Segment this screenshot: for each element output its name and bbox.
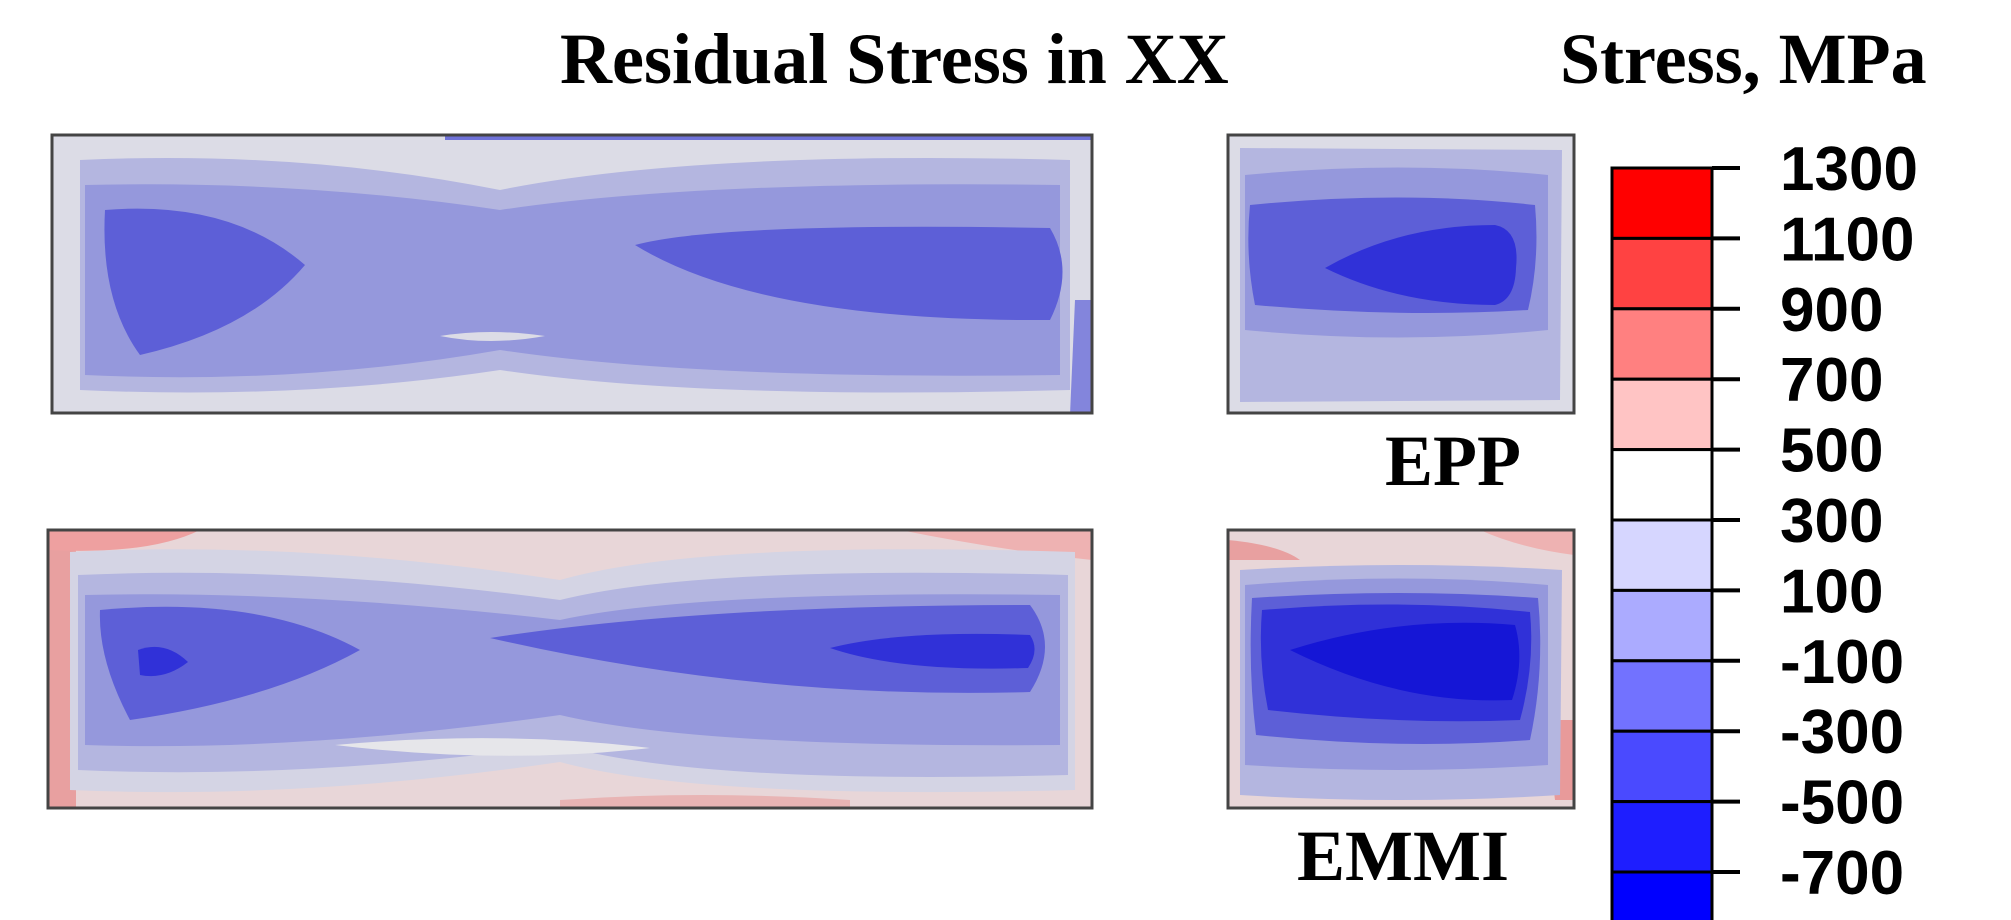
figure-title: Residual Stress in XX [560,19,1229,99]
legend-tick-label-4: 500 [1780,417,1883,486]
legend-tick-label-2: 900 [1780,276,1883,345]
legend-band-7 [1610,659,1714,733]
legend-tick-label-9: -500 [1780,769,1904,838]
legend-band-3 [1610,377,1714,452]
legend-band-1 [1610,236,1714,311]
legend-band-8 [1610,729,1714,804]
legend-band-5 [1610,518,1714,592]
case-label-emmi: EMMI [1297,816,1509,896]
legend-tick-label-7: -100 [1780,628,1904,697]
legend-tick-label-10: -700 [1780,839,1904,908]
contour-panel-emmi-long [46,528,1094,810]
legend-band-2 [1610,307,1714,381]
legend-tick-label-6: 100 [1780,557,1883,626]
contour-panel-epp-short [1226,133,1576,415]
legend-band-6 [1610,588,1714,663]
legend-band-9 [1610,800,1714,874]
contour-panel-emmi-short [1226,528,1576,810]
contour-panel-epp-long [50,133,1094,415]
legend-tick-label-3: 700 [1780,346,1883,415]
legend-tick-label-1: 1100 [1780,205,1915,274]
legend-tick-label-5: 300 [1780,487,1883,556]
case-label-epp: EPP [1385,421,1521,501]
legend-band-10 [1610,870,1714,920]
legend-tick-label-8: -300 [1780,698,1904,767]
legend-band-4 [1610,448,1714,522]
legend-title: Stress, MPa [1560,19,1927,99]
legend-band-0 [1610,166,1714,240]
legend-tick-label-0: 1300 [1780,135,1918,204]
